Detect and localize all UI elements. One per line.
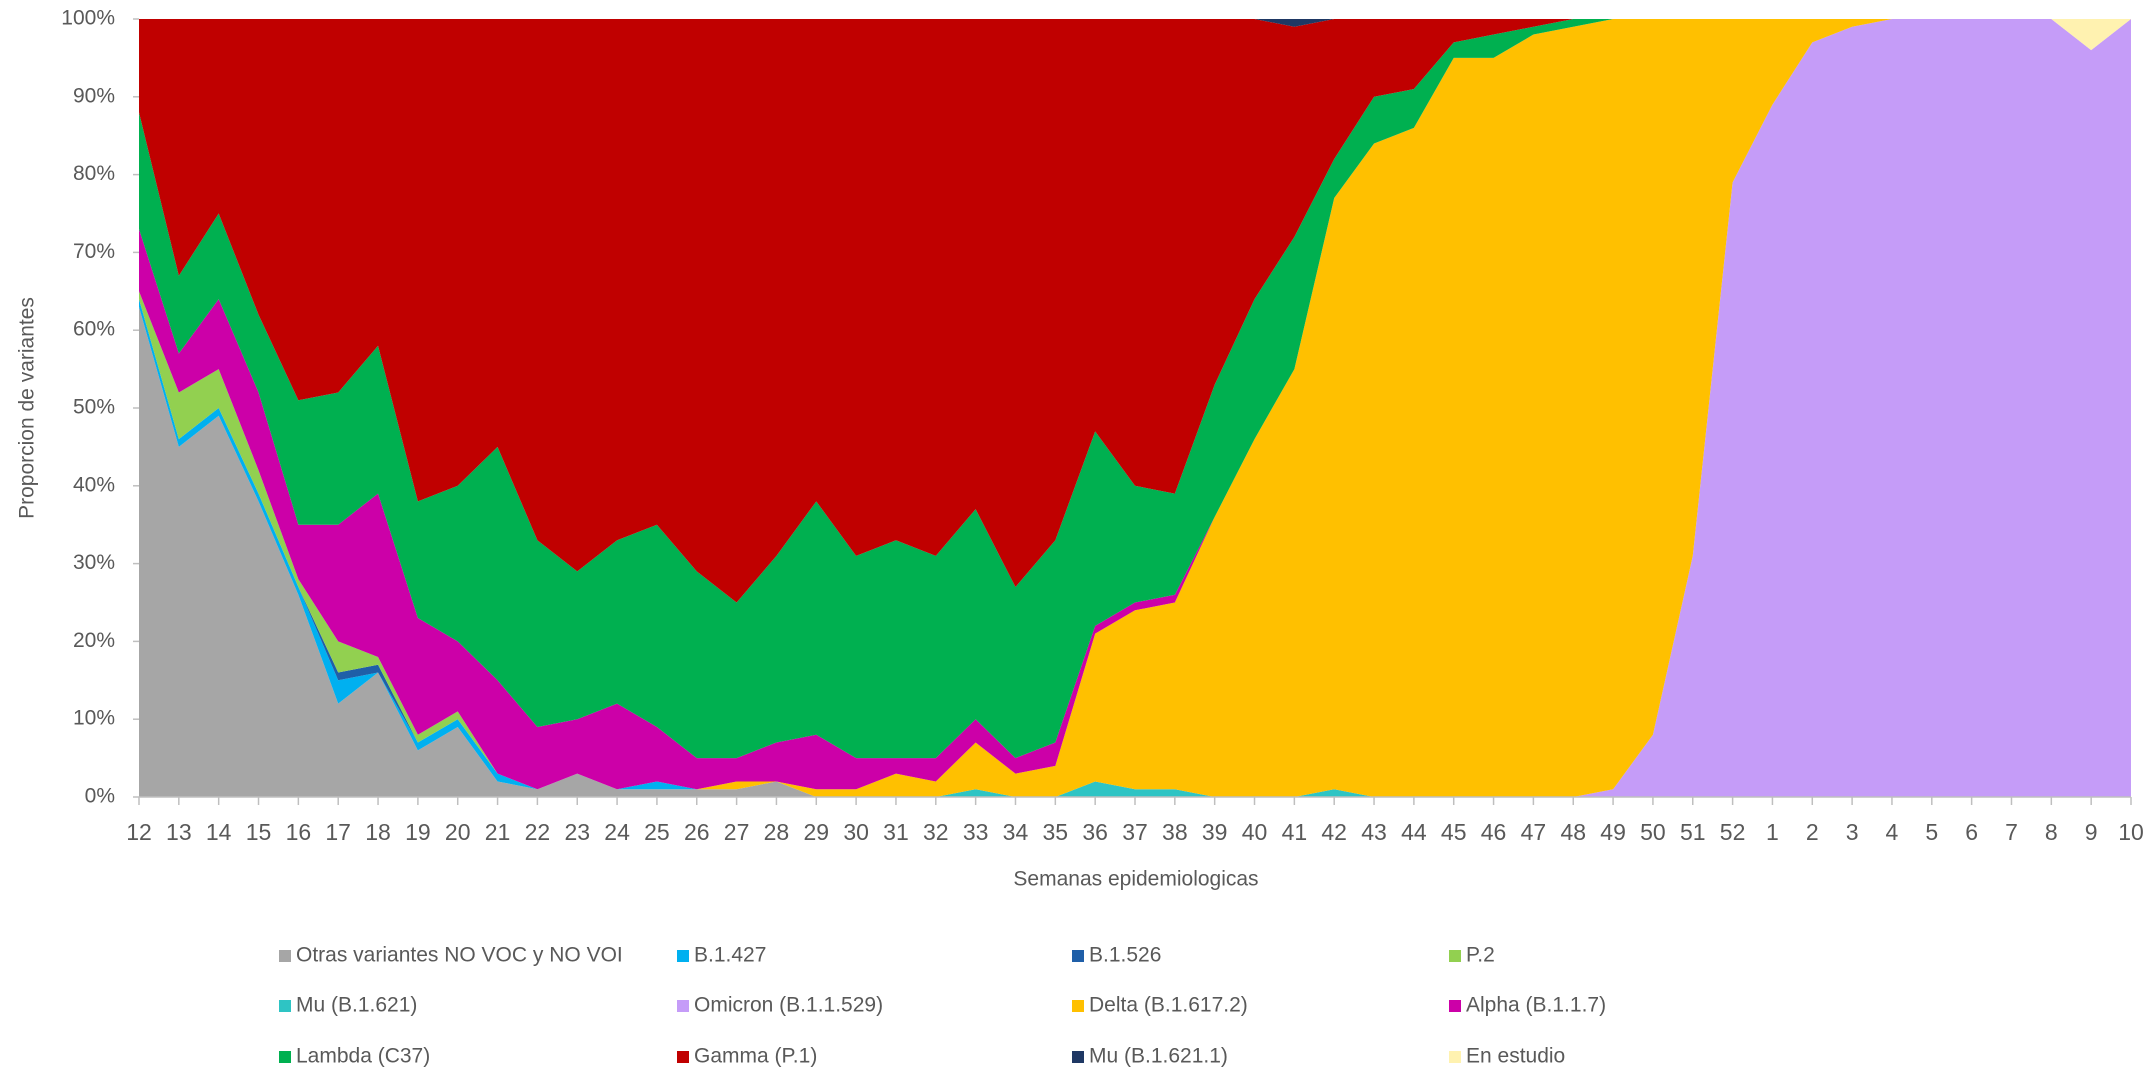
x-tick-label: 3 <box>1846 819 1859 845</box>
x-tick-label: 23 <box>564 819 590 845</box>
x-tick-label: 32 <box>923 819 949 845</box>
legend-swatch <box>279 950 291 962</box>
area <box>139 19 2131 759</box>
x-tick-label: 39 <box>1202 819 1228 845</box>
x-tick-label: 37 <box>1122 819 1148 845</box>
y-tick-label: 70% <box>73 240 115 263</box>
x-tick-label: 43 <box>1361 819 1387 845</box>
x-tick-label: 44 <box>1401 819 1427 845</box>
x-tick-label: 6 <box>1965 819 1978 845</box>
x-tick-label: 5 <box>1925 819 1938 845</box>
x-tick-label: 50 <box>1640 819 1666 845</box>
legend-label: Mu (B.1.621.1) <box>1089 1045 1228 1068</box>
y-tick-label: 90% <box>73 84 115 107</box>
y-tick-label: 80% <box>73 162 115 185</box>
area <box>139 19 2131 797</box>
area <box>139 306 2131 797</box>
x-tick-label: 30 <box>843 819 869 845</box>
legend-swatch <box>677 1051 689 1063</box>
x-tick-label: 34 <box>1003 819 1029 845</box>
x-tick-label: 2 <box>1806 819 1819 845</box>
x-tick-label: 15 <box>246 819 272 845</box>
y-tick-label: 0% <box>85 785 115 808</box>
legend-label: B.1.526 <box>1089 944 1161 967</box>
legend-label: P.2 <box>1466 944 1495 967</box>
x-tick-label: 13 <box>166 819 192 845</box>
x-tick-label: 7 <box>2005 819 2018 845</box>
x-tick-label: 29 <box>803 819 829 845</box>
legend-swatch <box>1072 1051 1084 1063</box>
x-tick-label: 4 <box>1886 819 1899 845</box>
y-tick-label: 100% <box>61 7 115 30</box>
x-tick-label: 25 <box>644 819 670 845</box>
legend-label: En estudio <box>1466 1045 1565 1068</box>
x-tick-label: 27 <box>724 819 750 845</box>
x-tick-label: 17 <box>325 819 351 845</box>
x-tick-label: 20 <box>445 819 471 845</box>
x-tick-label: 33 <box>963 819 989 845</box>
x-axis-title: Semanas epidemiologicas <box>1013 868 1258 891</box>
x-tick-label: 28 <box>764 819 790 845</box>
legend-label: Alpha (B.1.1.7) <box>1466 994 1606 1017</box>
x-tick-label: 42 <box>1321 819 1347 845</box>
x-tick-label: 21 <box>485 819 511 845</box>
legend-swatch <box>1072 950 1084 962</box>
x-tick-label: 14 <box>206 819 232 845</box>
legend-label: Gamma (P.1) <box>694 1045 817 1068</box>
legend-label: Otras variantes NO VOC y NO VOI <box>296 944 623 967</box>
legend-label: Lambda (C37) <box>296 1045 430 1068</box>
y-tick-label: 60% <box>73 318 115 341</box>
x-tick-label: 48 <box>1560 819 1586 845</box>
legend-swatch <box>1072 1000 1084 1012</box>
x-tick-label: 16 <box>286 819 312 845</box>
x-tick-label: 31 <box>883 819 909 845</box>
y-axis-title: Proporcion de variantes <box>16 297 39 519</box>
x-tick-label: 40 <box>1242 819 1268 845</box>
x-tick-label: 35 <box>1043 819 1069 845</box>
legend-swatch <box>1449 950 1461 962</box>
x-tick-label: 41 <box>1282 819 1308 845</box>
x-tick-label: 1 <box>1766 819 1779 845</box>
x-tick-label: 49 <box>1600 819 1626 845</box>
legend-label: Delta (B.1.617.2) <box>1089 994 1248 1017</box>
x-tick-label: 36 <box>1082 819 1108 845</box>
x-tick-label: 12 <box>126 819 152 845</box>
y-tick-label: 40% <box>73 473 115 496</box>
y-tick-label: 20% <box>73 629 115 652</box>
area <box>139 19 2131 603</box>
y-tick-label: 50% <box>73 396 115 419</box>
x-tick-label: 45 <box>1441 819 1467 845</box>
legend-swatch <box>677 950 689 962</box>
x-tick-label: 18 <box>365 819 391 845</box>
x-tick-label: 9 <box>2085 819 2098 845</box>
y-tick-label: 10% <box>73 707 115 730</box>
legend-label: Mu (B.1.621) <box>296 994 417 1017</box>
x-tick-label: 10 <box>2118 819 2144 845</box>
x-tick-label: 51 <box>1680 819 1706 845</box>
legend-swatch <box>677 1000 689 1012</box>
legend-label: Omicron (B.1.1.529) <box>694 994 883 1017</box>
legend-label: B.1.427 <box>694 944 766 967</box>
x-tick-label: 47 <box>1521 819 1547 845</box>
x-tick-label: 8 <box>2045 819 2058 845</box>
x-tick-label: 22 <box>525 819 551 845</box>
legend-swatch <box>279 1000 291 1012</box>
x-tick-label: 52 <box>1720 819 1746 845</box>
area <box>139 19 2131 797</box>
legend-swatch <box>279 1051 291 1063</box>
y-tick-label: 30% <box>73 551 115 574</box>
x-tick-label: 19 <box>405 819 431 845</box>
x-tick-label: 26 <box>684 819 710 845</box>
x-tick-label: 24 <box>604 819 630 845</box>
x-tick-label: 46 <box>1481 819 1507 845</box>
legend-swatch <box>1449 1051 1461 1063</box>
legend-swatch <box>1449 1000 1461 1012</box>
x-tick-label: 38 <box>1162 819 1188 845</box>
